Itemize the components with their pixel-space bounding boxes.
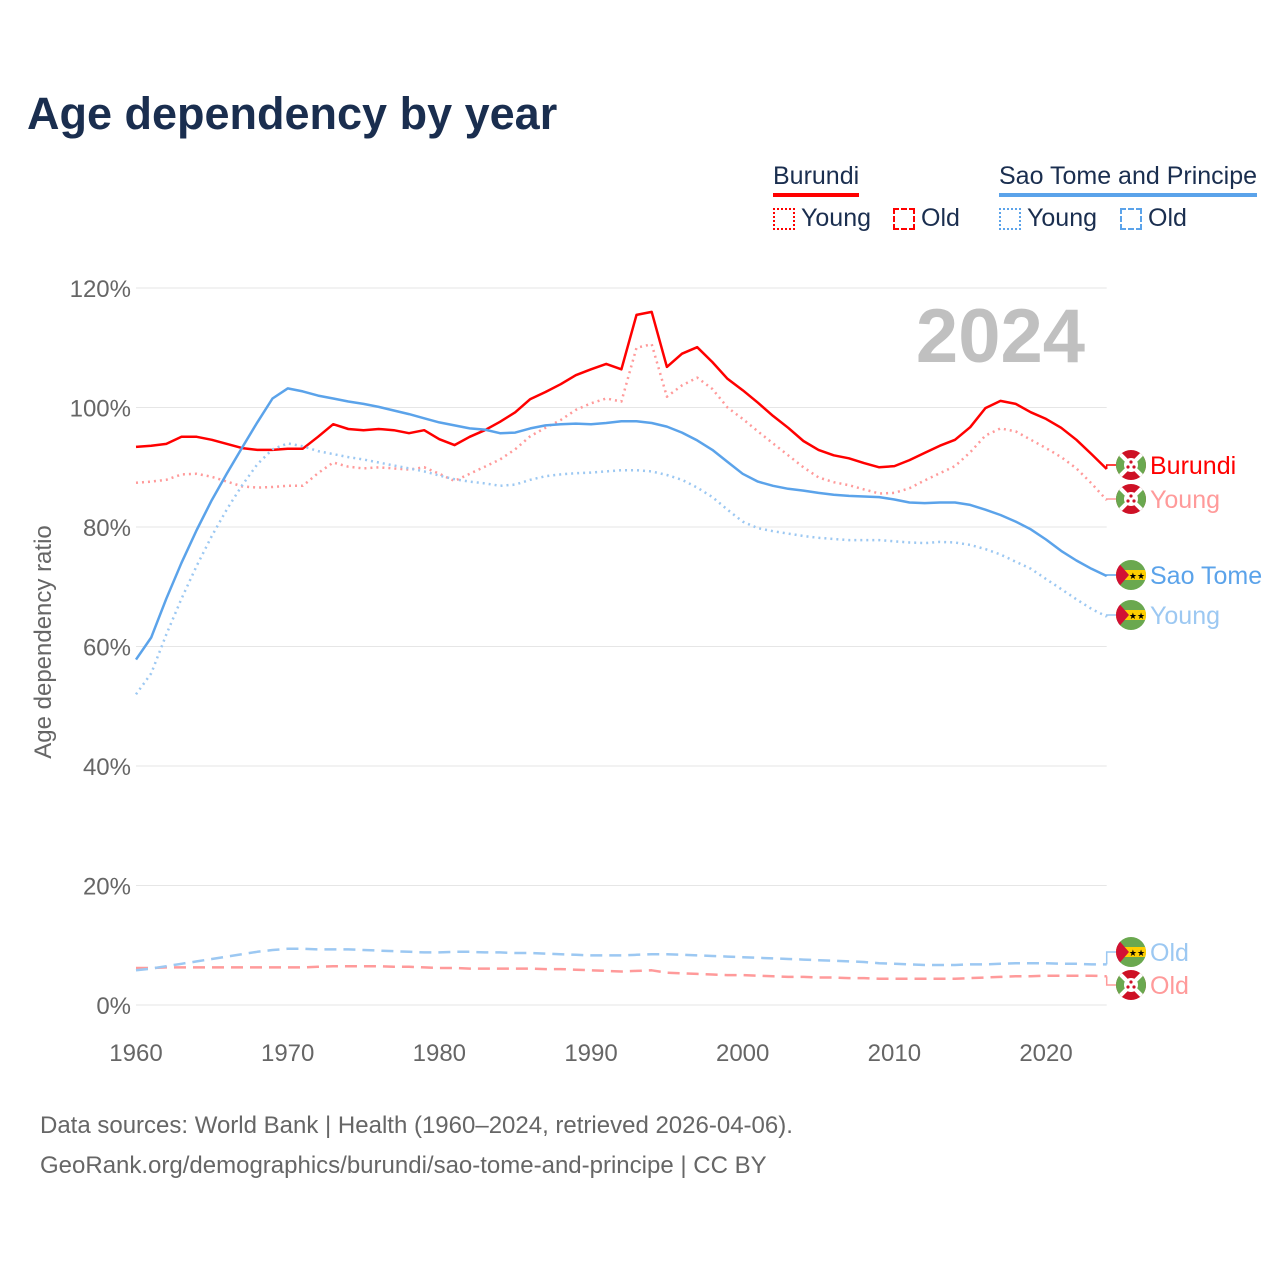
dashed-line-swatch — [1120, 207, 1142, 230]
label-connector — [1105, 951, 1116, 965]
sao-tome-flag-icon: ★★ — [1116, 600, 1146, 630]
burundi-flag-icon — [1116, 970, 1146, 1000]
legend-label: Young — [801, 204, 871, 232]
x-tick-label: 1990 — [564, 1040, 617, 1067]
footer: Data sources: World Bank | Health (1960–… — [40, 1106, 793, 1186]
x-tick-label: 1960 — [109, 1040, 162, 1067]
series-line-sao-tome-and-principe — [134, 387, 1108, 661]
series-line-sao-tome-and-principe-young — [134, 442, 1108, 696]
legend-burundi: Burundi — [773, 162, 860, 197]
chart-title: Age dependency by year — [27, 88, 558, 139]
data-source-text: Data sources: World Bank | Health (1960–… — [40, 1112, 793, 1139]
label-connector — [1105, 464, 1116, 470]
x-tick-label: 1970 — [261, 1040, 314, 1067]
legend-label: Old — [921, 204, 960, 232]
series-end-label: Burundi — [1150, 452, 1236, 480]
series-end-label: Old — [1150, 972, 1189, 1000]
series-line-burundi — [135, 310, 1108, 470]
series-line-sao-tome-and-principe-old — [135, 947, 1107, 972]
series-line-burundi-old — [136, 964, 1107, 980]
legend-sao-tome: Sao Tome and Principe — [999, 162, 1258, 197]
y-tick-label: 60% — [83, 635, 131, 662]
series-end-label: Old — [1150, 939, 1189, 967]
y-tick-label: 40% — [83, 754, 131, 781]
label-connector — [1105, 574, 1116, 576]
legend-burundi-young: Young — [773, 204, 871, 233]
legend-sao-tome-young: Young — [999, 204, 1097, 233]
x-tick-label: 1980 — [413, 1040, 466, 1067]
y-tick-label: 120% — [70, 276, 131, 303]
legend-label: Old — [1148, 204, 1187, 232]
x-tick-label: 2020 — [1019, 1040, 1072, 1067]
dashed-line-swatch — [893, 207, 915, 230]
burundi-flag-icon — [1116, 484, 1146, 514]
y-tick-label: 100% — [70, 396, 131, 423]
burundi-flag-icon — [1116, 450, 1146, 480]
x-tick-label: 2000 — [716, 1040, 769, 1067]
dotted-line-swatch — [773, 207, 795, 230]
svg-text:★★: ★★ — [1129, 948, 1145, 958]
y-tick-label: 20% — [83, 874, 131, 901]
y-tick-label: 0% — [96, 993, 131, 1020]
svg-text:★★: ★★ — [1129, 571, 1145, 581]
sao-tome-flag-icon: ★★ — [1116, 937, 1146, 967]
x-tick-label: 2010 — [868, 1040, 921, 1067]
legend-burundi-old: Old — [893, 204, 960, 233]
y-axis-label: Age dependency ratio — [30, 525, 57, 759]
year-watermark: 2024 — [916, 294, 1085, 379]
label-connector — [1105, 976, 1116, 986]
label-connector — [1105, 498, 1116, 501]
svg-text:★★: ★★ — [1129, 611, 1145, 621]
dotted-line-swatch — [999, 207, 1021, 230]
series-line-burundi-young — [135, 342, 1108, 501]
legend-label: Young — [1027, 204, 1097, 232]
source-url-text: GeoRank.org/demographics/burundi/sao-tom… — [40, 1152, 767, 1179]
legend-sao-tome-old: Old — [1120, 204, 1187, 233]
series-end-label: Young — [1150, 602, 1220, 630]
sao-tome-flag-icon: ★★ — [1116, 560, 1146, 590]
label-connector — [1105, 614, 1116, 617]
y-tick-label: 80% — [83, 515, 131, 542]
series-end-label: Sao Tome — [1150, 562, 1262, 590]
series-end-label: Young — [1150, 486, 1220, 514]
